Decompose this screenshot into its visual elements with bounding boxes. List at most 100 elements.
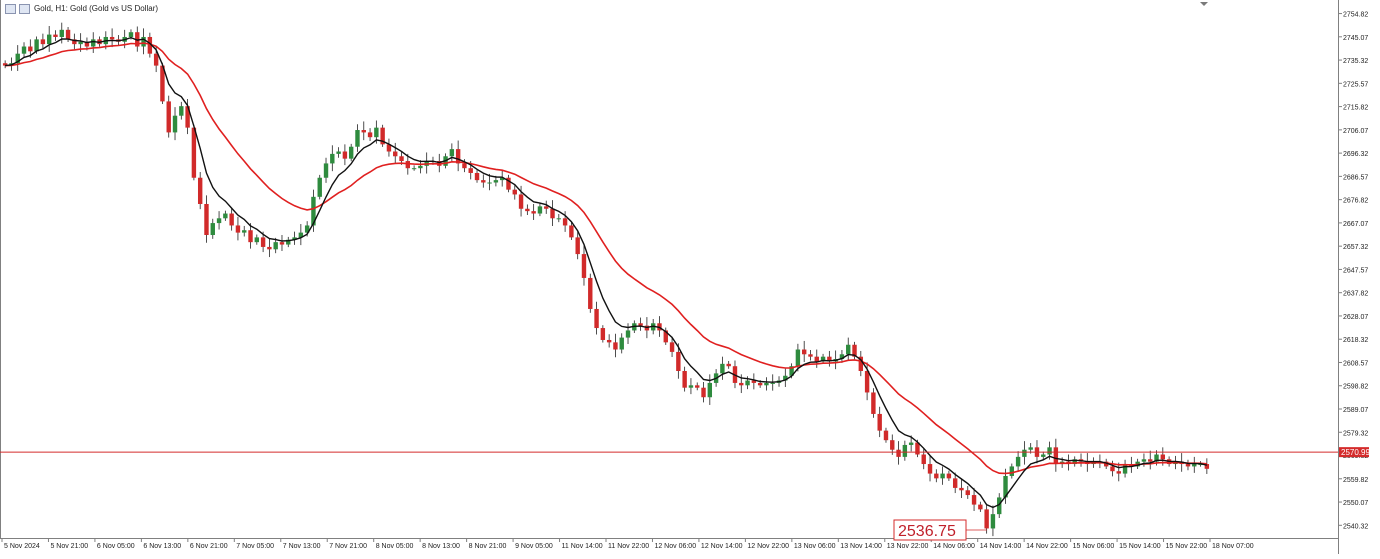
candle [1022,441,1027,465]
y-tick-label: 2676.82 [1343,198,1368,205]
x-tick-label: 14 Nov 14:00 [980,543,1022,550]
candle-body-down [669,342,675,352]
candle-body-down [405,161,411,169]
candle-body-down [701,387,706,398]
candle-body-down [726,363,731,367]
candle-body-up [216,218,222,224]
candle [242,225,247,237]
candle-body-up [688,385,694,388]
candle-body-down [361,130,366,133]
candle-body-down [896,449,901,457]
candle [172,107,178,141]
candle-body-down [852,344,857,357]
candle-body-up [1041,454,1046,457]
candle-body-down [84,41,90,47]
candle-body-up [1015,456,1021,467]
candle-body-down [575,237,580,255]
candle [53,30,58,41]
candle [1116,462,1121,482]
candle [990,505,996,537]
candle-body-down [858,356,864,371]
candle-body-down [2,63,8,66]
candle [606,334,612,348]
candle [40,33,46,50]
candle [109,28,115,48]
candle [676,343,681,379]
candle-body-up [908,442,914,445]
y-tick-label: 2686.57 [1343,174,1368,181]
time-axis[interactable]: 5 Nov 2024 5 Nov 21:00 6 Nov 05:00 6 Nov 13… [1,538,1254,550]
candle-body-up [997,497,1002,515]
candle [814,349,819,368]
candle [569,222,574,240]
candle [544,200,549,214]
candle [1122,459,1128,478]
x-tick-label: 5 Nov 21:00 [50,543,88,550]
candle [613,333,618,358]
candle-body-up [286,239,291,245]
candle-body-down [959,487,964,491]
shift-marker-icon[interactable] [1200,2,1208,6]
candle [890,434,895,455]
candle [1148,450,1153,470]
candle [1003,468,1008,504]
y-tick-label: 2550.07 [1343,500,1368,507]
chart-type-icon[interactable] [5,4,16,14]
x-tick-label: 6 Nov 13:00 [143,543,181,550]
candle-body-up [323,163,329,178]
candle [556,214,562,223]
candle-body-down [827,356,832,362]
candle-body-up [304,225,310,233]
candle [380,124,385,147]
candle [311,189,316,232]
candle-body-up [720,363,725,374]
candle-body-down [399,156,404,162]
x-tick-label: 15 Nov 14:00 [1119,543,1161,550]
candle [235,216,241,241]
candle [820,353,826,365]
candle [852,341,857,360]
candle-body-down [380,127,385,145]
candle-body-down [915,442,920,455]
candle-body-up [298,232,304,238]
candle [984,503,989,534]
candle [707,374,713,405]
y-tick-label: 2706.07 [1343,128,1368,135]
x-tick-label: 7 Nov 13:00 [283,543,321,550]
candle [487,173,492,191]
current-price-badge: 2570.99 [1339,447,1370,458]
candle-body-up [59,29,64,37]
candle [197,172,203,210]
x-tick-label: 14 Nov 06:00 [933,543,975,550]
candle-body-down [393,151,398,157]
candle [827,350,832,367]
candle [701,381,706,403]
candle-body-up [820,356,826,362]
candle [474,170,480,183]
candle-body-down [1185,464,1191,467]
candle-body-up [1154,454,1159,462]
candle-body-down [481,180,486,183]
indicator-icon[interactable] [19,4,30,14]
candle-body-up [34,39,39,52]
candle [355,124,360,152]
candle-body-down [386,144,392,152]
candle-body-up [1047,447,1052,455]
candle-body-down [921,454,926,465]
candle-body-down [267,246,272,250]
candle [292,231,297,245]
candle-body-up [336,151,341,154]
candle-body-up [839,354,845,360]
candle [1185,459,1191,471]
candle-body-up [1198,464,1203,466]
candle-body-up [348,146,354,159]
candle [934,469,939,483]
candle [1041,451,1046,460]
candle [21,42,27,58]
x-tick-label: 9 Nov 05:00 [515,543,553,550]
candle [46,26,52,52]
candle [550,200,555,227]
candle [1204,458,1210,474]
